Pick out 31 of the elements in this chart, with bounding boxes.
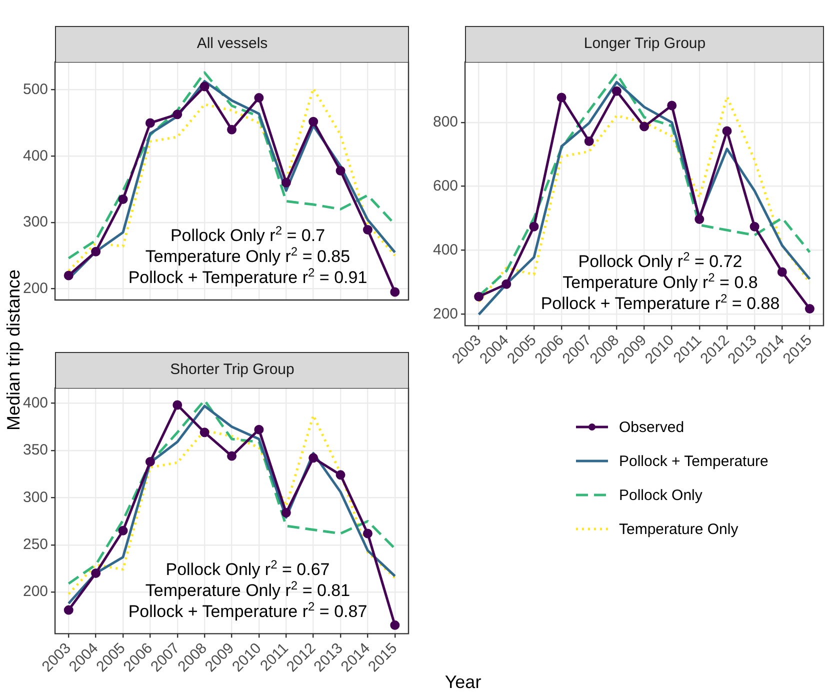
y-tick-label: 200 (432, 305, 458, 322)
y-tick-label: 300 (22, 214, 48, 231)
annotation: Pollock Only r$^{2}$ = 0.7 (169, 223, 326, 246)
y-tick-label: 200 (22, 583, 48, 600)
annotation: Pollock Only r$^{2}$ = 0.67 (164, 557, 331, 580)
y-tick-label: 350 (22, 442, 48, 459)
annotation: Temperature Only r$^{2}$ = 0.85 (144, 244, 352, 267)
y-tick-label: 600 (432, 177, 458, 194)
legend-label: Pollock + Temperature (619, 452, 768, 470)
chart-title: Longer Trip Group (465, 26, 824, 62)
legend-label: Temperature Only (619, 520, 738, 538)
legend-label: Observed (619, 418, 684, 436)
chart-title: Shorter Trip Group (55, 352, 410, 388)
annotation: Pollock Only r$^{2}$ = 0.72 (577, 249, 744, 272)
annotation: Pollock + Temperature r$^{2}$ = 0.87 (128, 599, 368, 622)
annotation: Pollock + Temperature r$^{2}$ = 0.88 (540, 291, 780, 314)
y-tick-label: 800 (432, 114, 458, 131)
y-tick-label: 400 (22, 147, 48, 164)
y-tick-label: 200 (22, 280, 48, 297)
annotation: Temperature Only r$^{2}$ = 0.8 (562, 270, 759, 293)
y-tick-label: 250 (22, 536, 48, 553)
legend-label: Pollock Only (619, 486, 702, 504)
y-tick-label: 500 (22, 80, 48, 98)
chart-title: All vessels (55, 26, 410, 62)
y-tick-label: 400 (22, 394, 48, 412)
annotation: Pollock + Temperature r$^{2}$ = 0.91 (128, 265, 368, 288)
annotation: Temperature Only r$^{2}$ = 0.81 (144, 578, 352, 601)
x-axis-title: Year (444, 672, 482, 693)
y-tick-label: 300 (22, 488, 48, 506)
y-axis-title: Median trip distance (4, 269, 24, 431)
y-tick-label: 400 (432, 241, 458, 258)
